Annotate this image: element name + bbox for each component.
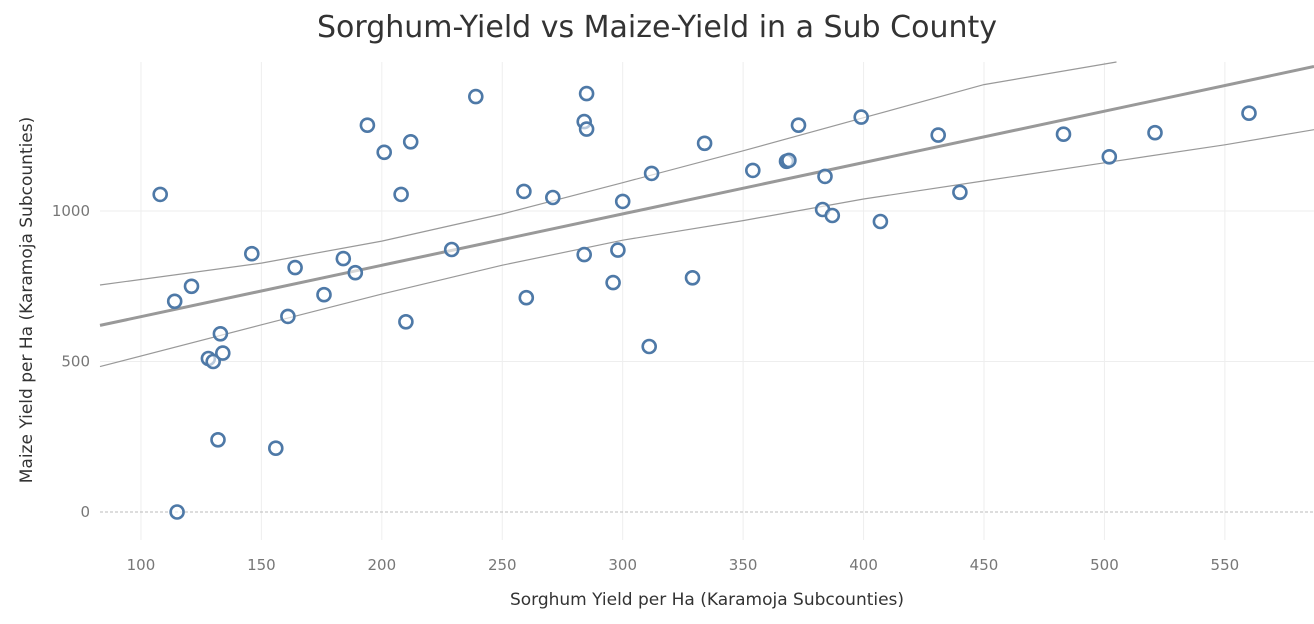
- data-point: [781, 152, 797, 169]
- data-point: [212, 325, 229, 342]
- data-point: [696, 135, 713, 152]
- data-point: [280, 308, 296, 325]
- data-point: [393, 186, 409, 203]
- data-point: [376, 144, 393, 161]
- data-point: [518, 289, 535, 306]
- x-tick-label: 450: [970, 556, 999, 574]
- y-axis-label: Maize Yield per Ha (Karamoja Subcounties…: [17, 116, 37, 484]
- confidence-band-layer: [99, 61, 1314, 368]
- data-point: [684, 269, 701, 286]
- x-tick-label: 550: [1211, 556, 1240, 574]
- y-tick-label: 1000: [52, 202, 90, 220]
- x-axis-label: Sorghum Yield per Ha (Karamoja Subcounti…: [509, 590, 905, 610]
- trend-line-layer: [99, 65, 1314, 327]
- data-point: [1241, 105, 1257, 121]
- confidence-upper-line: [99, 61, 1117, 286]
- data-point: [169, 504, 185, 520]
- data-point: [1055, 126, 1072, 142]
- data-point: [643, 165, 660, 182]
- x-tick-label: 150: [247, 556, 276, 574]
- x-tick-label: 350: [729, 556, 758, 574]
- data-point: [152, 186, 168, 203]
- data-point: [952, 184, 968, 201]
- data-point: [316, 286, 332, 303]
- data-point: [467, 88, 484, 105]
- data-point: [641, 338, 658, 355]
- data-point: [744, 162, 761, 179]
- data-point: [244, 245, 260, 262]
- data-point: [516, 183, 532, 200]
- data-points: [152, 85, 1257, 520]
- data-point: [578, 85, 595, 102]
- data-point: [824, 207, 841, 224]
- x-tick-label: 200: [368, 556, 397, 574]
- data-point: [544, 189, 561, 206]
- x-tick-label: 500: [1090, 556, 1119, 574]
- x-tick-label: 100: [127, 556, 156, 574]
- tick-labels: 100 150 200 250 300 350 400 450 500 550 0 500 1000: [52, 202, 1239, 574]
- data-point: [335, 250, 352, 267]
- confidence-lower-line: [99, 129, 1314, 368]
- data-point: [215, 345, 231, 361]
- data-point: [166, 293, 183, 310]
- data-point: [347, 264, 364, 281]
- data-point: [359, 117, 376, 133]
- y-tick-label: 500: [61, 353, 90, 371]
- data-point: [267, 440, 284, 457]
- data-point: [853, 109, 870, 125]
- data-point: [790, 117, 807, 133]
- data-point: [205, 353, 221, 370]
- chart-title: Sorghum-Yield vs Maize-Yield in a Sub Co…: [317, 10, 997, 45]
- trend-line: [99, 65, 1314, 327]
- data-point: [930, 127, 947, 143]
- data-point: [1101, 149, 1118, 165]
- x-tick-label: 250: [488, 556, 517, 574]
- data-point: [576, 246, 593, 263]
- grid-layer: [100, 62, 1314, 540]
- data-point: [578, 121, 595, 137]
- data-point: [210, 431, 226, 448]
- data-point: [183, 278, 200, 295]
- data-point: [614, 193, 631, 210]
- data-point: [1147, 124, 1163, 141]
- data-point: [872, 213, 889, 230]
- data-point: [402, 134, 419, 150]
- x-tick-label: 300: [608, 556, 637, 574]
- data-point: [398, 313, 414, 330]
- x-tick-label: 400: [849, 556, 878, 574]
- data-point: [610, 242, 626, 258]
- y-tick-label: 0: [80, 503, 90, 521]
- data-point: [817, 168, 833, 185]
- data-point: [287, 259, 303, 276]
- data-point: [443, 241, 460, 258]
- data-point: [605, 274, 621, 291]
